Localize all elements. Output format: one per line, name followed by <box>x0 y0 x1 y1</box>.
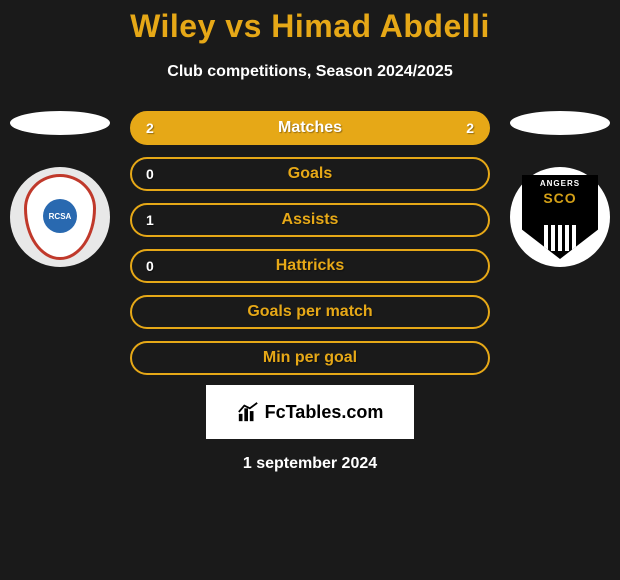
brand-text: FcTables.com <box>265 402 384 423</box>
stat-value-left: 2 <box>146 120 154 136</box>
stat-bars: 2 Matches 2 0 Goals 1 Assists 0 Hattricks Goals p… <box>130 111 490 375</box>
brand-badge[interactable]: FcTables.com <box>206 385 414 439</box>
stripe-icon <box>558 225 562 251</box>
left-name-plate <box>10 111 110 135</box>
stat-label: Assists <box>282 211 339 229</box>
stripe-icon <box>565 225 569 251</box>
stat-bar-goals-per-match: Goals per match <box>130 295 490 329</box>
stat-value-left: 0 <box>146 258 154 274</box>
stat-label: Min per goal <box>263 349 357 367</box>
page-title: Wiley vs Himad Abdelli <box>130 8 490 45</box>
comparison-card: Wiley vs Himad Abdelli Club competitions… <box>0 0 620 580</box>
team-logo-left-badge: RCSA <box>43 199 77 233</box>
chart-bars-icon <box>237 401 259 423</box>
stat-bar-hattricks: 0 Hattricks <box>130 249 490 283</box>
left-side: RCSA <box>10 111 110 267</box>
stat-label: Matches <box>278 119 342 137</box>
team-logo-right-shield: ANGERS SCO <box>522 175 598 259</box>
stripe-icon <box>551 225 555 251</box>
date-label: 1 september 2024 <box>243 455 377 473</box>
stat-value-left: 1 <box>146 212 154 228</box>
stat-bar-assists: 1 Assists <box>130 203 490 237</box>
comparison-row: RCSA 2 Matches 2 0 Goals 1 Assists 0 Hattricks Go… <box>0 111 620 375</box>
stat-label: Goals <box>288 165 332 183</box>
team-logo-right-top-text: ANGERS <box>540 179 580 188</box>
team-logo-right-main-text: SCO <box>543 190 576 206</box>
team-logo-left: RCSA <box>10 167 110 267</box>
stat-bar-goals: 0 Goals <box>130 157 490 191</box>
stat-value-left: 0 <box>146 166 154 182</box>
stat-value-right: 2 <box>466 120 474 136</box>
right-name-plate <box>510 111 610 135</box>
stat-label: Goals per match <box>247 303 372 321</box>
stripe-icon <box>572 225 576 251</box>
team-logo-right: ANGERS SCO <box>510 167 610 267</box>
team-logo-left-shield: RCSA <box>24 174 96 260</box>
stat-bar-min-per-goal: Min per goal <box>130 341 490 375</box>
stat-label: Hattricks <box>276 257 344 275</box>
right-side: ANGERS SCO <box>510 111 610 267</box>
page-subtitle: Club competitions, Season 2024/2025 <box>167 63 452 81</box>
team-logo-right-stripes <box>544 225 576 251</box>
stat-bar-matches: 2 Matches 2 <box>130 111 490 145</box>
stripe-icon <box>544 225 548 251</box>
